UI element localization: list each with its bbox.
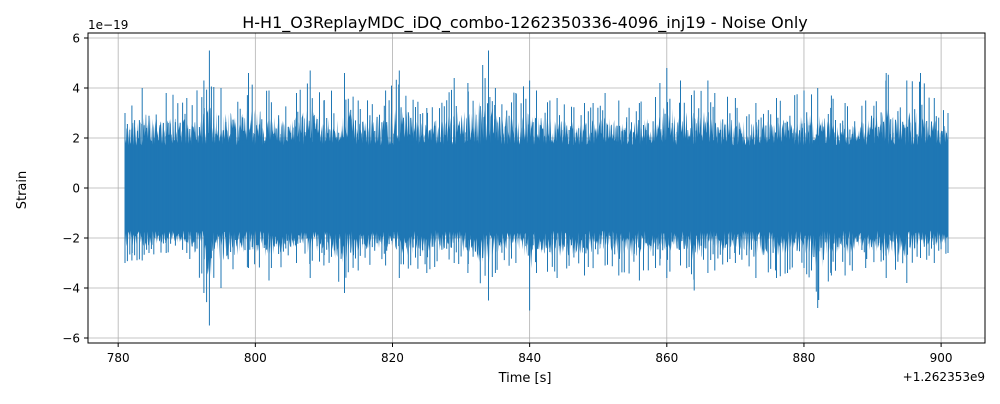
trace-layer xyxy=(124,50,949,326)
x-tick-label: 780 xyxy=(107,351,130,365)
y-tick-label: 4 xyxy=(72,82,80,96)
y-tick-label: −4 xyxy=(62,282,80,296)
y-tick-label: −6 xyxy=(62,332,80,346)
y-tick-label: 0 xyxy=(72,182,80,196)
chart-title: H-H1_O3ReplayMDC_iDQ_combo-1262350336-40… xyxy=(242,13,808,33)
x-tick-label: 900 xyxy=(930,351,953,365)
y-axis-label: Strain xyxy=(15,171,30,210)
y-tick-label: −2 xyxy=(62,232,80,246)
x-tick-label: 800 xyxy=(244,351,267,365)
y-tick-label: 2 xyxy=(72,132,80,146)
x-tick-label: 860 xyxy=(655,351,678,365)
x-axis-label: Time [s] xyxy=(498,371,552,386)
x-tick-label: 880 xyxy=(793,351,816,365)
strain-series-line xyxy=(124,50,949,326)
y-tick-label: 6 xyxy=(72,32,80,46)
tick-layer: 780 800 820 840 860 880 900 −6 −4 −2 0 2 4 6 xyxy=(62,32,952,366)
x-tick-label: 840 xyxy=(518,351,541,365)
x-axis-offset-label: +1.262353e9 xyxy=(903,370,985,384)
x-tick-label: 820 xyxy=(381,351,404,365)
y-axis-scale-label: 1e−19 xyxy=(88,18,128,32)
